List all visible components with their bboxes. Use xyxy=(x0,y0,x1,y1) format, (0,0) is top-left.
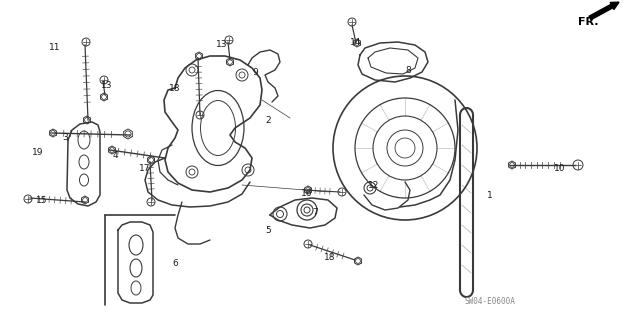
Text: 16: 16 xyxy=(301,188,313,197)
Text: 13: 13 xyxy=(101,81,113,90)
Text: 6: 6 xyxy=(172,259,178,268)
Text: 2: 2 xyxy=(265,116,271,124)
Text: 19: 19 xyxy=(32,148,44,156)
Text: SW04-E0600A: SW04-E0600A xyxy=(465,298,516,307)
Text: 18: 18 xyxy=(170,84,181,92)
Text: 10: 10 xyxy=(555,164,566,172)
Text: 3: 3 xyxy=(62,132,68,141)
Text: FR.: FR. xyxy=(578,17,598,27)
Text: 9: 9 xyxy=(252,68,258,76)
Text: 5: 5 xyxy=(265,226,271,235)
Text: 11: 11 xyxy=(49,43,61,52)
Text: 13: 13 xyxy=(216,39,228,49)
Text: 1: 1 xyxy=(487,190,493,199)
Text: 15: 15 xyxy=(36,196,48,204)
Text: 7: 7 xyxy=(312,207,318,217)
Text: 4: 4 xyxy=(112,150,118,159)
Text: 12: 12 xyxy=(368,180,380,189)
Text: 18: 18 xyxy=(324,253,336,262)
Text: 17: 17 xyxy=(139,164,151,172)
FancyArrow shape xyxy=(589,2,619,20)
Text: 14: 14 xyxy=(350,37,362,46)
Text: 8: 8 xyxy=(405,66,411,75)
